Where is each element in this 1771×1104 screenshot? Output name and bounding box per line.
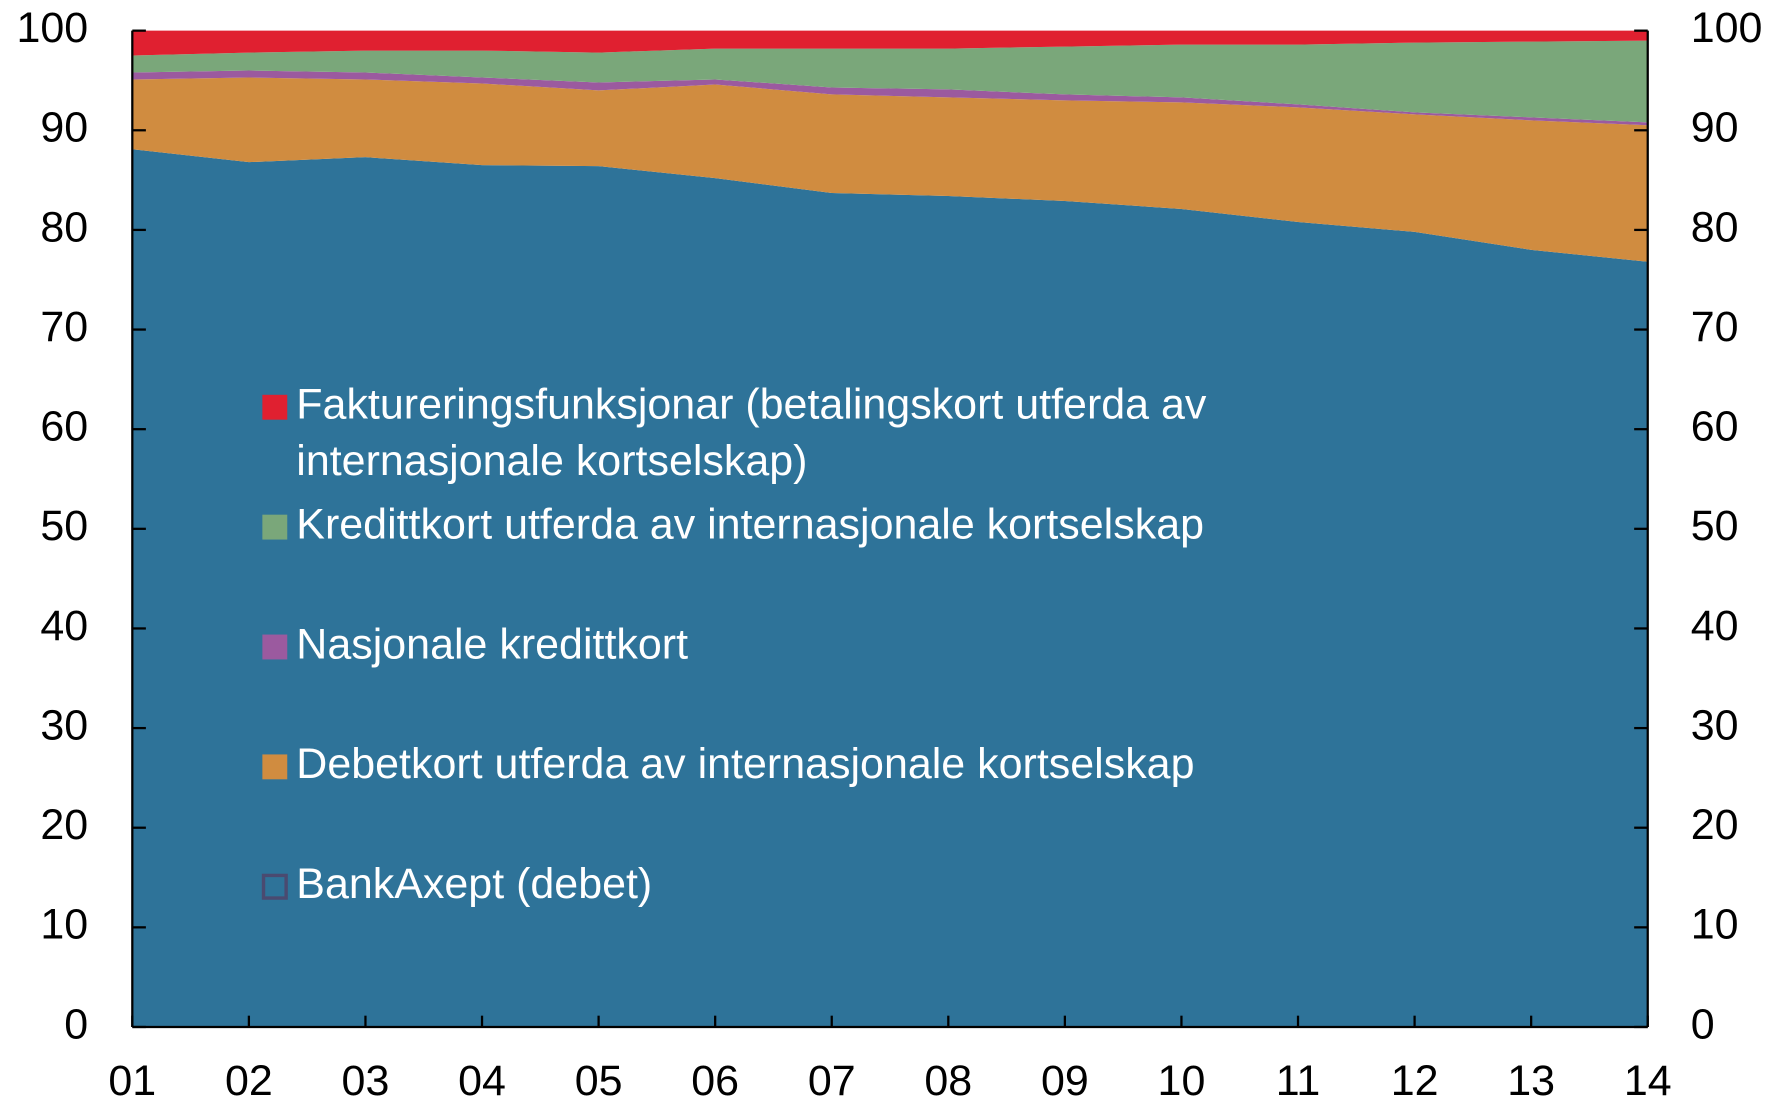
legend-swatch [261,873,288,900]
y-tick-label: 90 [40,104,88,152]
x-tick-label: 13 [1507,1057,1555,1104]
y2-tick-label: 90 [1691,104,1739,152]
y-tick-label: 30 [40,701,88,749]
x-tick-label: 08 [924,1057,972,1104]
legend-swatch [262,394,288,420]
x-tick-label: 11 [1276,1057,1321,1104]
x-tick-label: 02 [225,1057,273,1104]
legend-label: Kredittkort utferda av internasjonale ko… [296,501,1205,549]
legend-swatch [262,514,288,540]
y2-tick-label: 30 [1691,701,1739,749]
y-tick-label: 60 [40,403,88,451]
y-tick-label: 0 [64,1000,88,1048]
x-tick-label: 07 [808,1057,856,1104]
x-tick-label: 05 [575,1057,623,1104]
y-tick-label: 70 [40,303,88,351]
area [132,149,1648,1027]
legend-item: BankAxept (debet) [296,860,653,909]
legend-swatch [262,754,288,780]
y-tick-label: 50 [40,502,88,550]
y2-tick-label: 100 [1691,4,1763,52]
x-tick-label: 03 [342,1057,390,1104]
legend-label: BankAxept (debet) [296,860,653,909]
legend-item: Debetkort utferda av internasjonale kort… [296,740,1195,789]
y-tick-label: 10 [40,901,88,949]
y2-tick-label: 50 [1691,502,1739,550]
legend-item: Kredittkort utferda av internasjonale ko… [296,501,1205,549]
y2-tick-label: 70 [1691,303,1739,351]
x-tick-label: 14 [1624,1057,1672,1104]
y2-tick-label: 10 [1691,901,1739,949]
legend-item: Faktureringsfunksjonar (betalingskort ut… [296,381,1207,486]
area [132,77,1648,262]
area [132,70,1648,126]
x-tick-label: 10 [1158,1057,1206,1104]
y-tick-label: 80 [40,203,88,251]
x-tick-label: 01 [108,1057,156,1104]
area [132,30,1648,56]
y-tick-label: 40 [40,602,88,650]
legend-label: Debetkort utferda av internasjonale kort… [296,740,1195,789]
area [132,40,1648,123]
y2-tick-label: 80 [1691,203,1739,251]
legend-label: Nasjonale kredittkort [296,620,689,669]
y2-tick-label: 60 [1691,403,1739,451]
y2-tick-label: 40 [1691,602,1739,650]
legend-label: Faktureringsfunksjonar (betalingskort ut… [296,381,1207,486]
x-tick-label: 06 [691,1057,739,1104]
y-tick-label: 20 [40,801,88,849]
legend-item: Nasjonale kredittkort [296,620,689,669]
y2-tick-label: 0 [1691,1000,1715,1048]
y2-tick-label: 20 [1691,801,1739,849]
legend-swatch [262,634,288,660]
x-tick-label: 12 [1391,1057,1439,1104]
x-tick-label: 04 [458,1057,506,1104]
y-tick-label: 100 [17,4,89,52]
x-tick-label: 09 [1041,1057,1089,1104]
